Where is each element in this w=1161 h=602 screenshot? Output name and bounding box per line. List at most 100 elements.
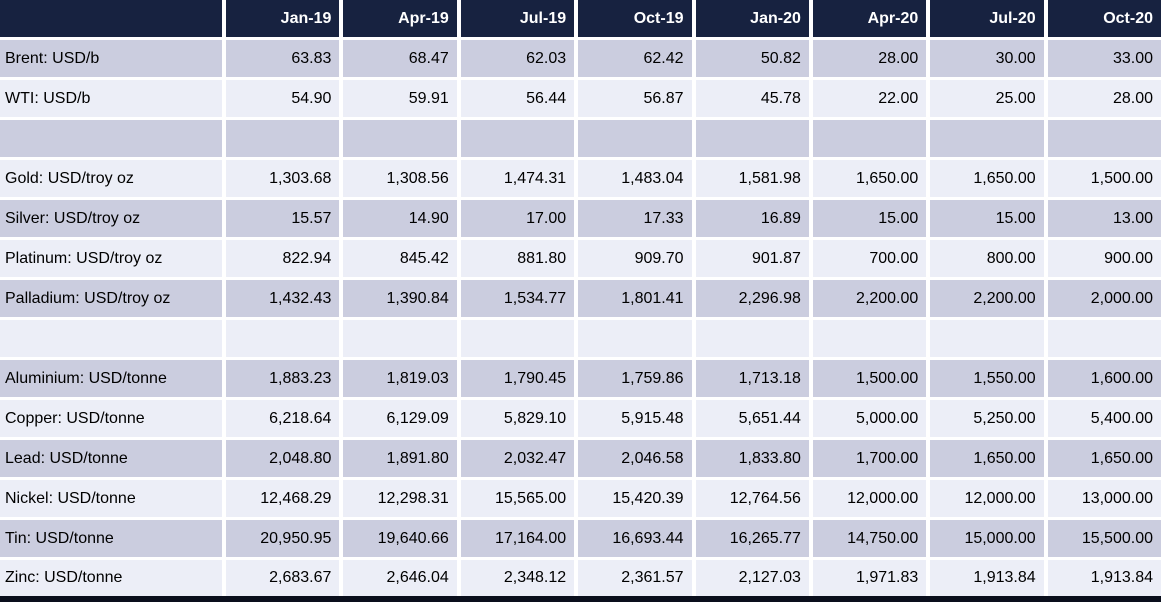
column-header: Jul-19 [460, 0, 575, 37]
spacer-cell [343, 120, 457, 157]
cell-value: 2,646.04 [343, 560, 457, 596]
cell-value: 6,218.64 [226, 400, 340, 437]
cell-value: 12,764.56 [695, 480, 809, 517]
cell-value: 5,651.44 [695, 400, 809, 437]
cell-value: 1,390.84 [343, 280, 457, 317]
cell-value: 12,468.29 [226, 480, 340, 517]
cell-value: 28.00 [1047, 80, 1161, 117]
cell-value: 5,400.00 [1047, 400, 1161, 437]
cell-value: 845.42 [343, 240, 457, 277]
cell-value: 1,891.80 [343, 440, 457, 477]
cell-value: 17.33 [578, 200, 692, 237]
cell-value: 1,913.84 [1047, 560, 1161, 596]
row-label: Aluminium: USD/tonne [0, 360, 222, 397]
cell-value: 30.00 [930, 40, 1044, 77]
spacer-cell [812, 120, 927, 157]
cell-value: 5,250.00 [930, 400, 1044, 437]
cell-value: 2,032.47 [460, 440, 575, 477]
row-label: Silver: USD/troy oz [0, 200, 222, 237]
cell-value: 62.03 [460, 40, 575, 77]
spacer-cell [695, 320, 809, 357]
cell-value: 1,474.31 [460, 160, 575, 197]
cell-value: 13.00 [1047, 200, 1161, 237]
cell-value: 1,971.83 [812, 560, 927, 596]
cell-value: 881.80 [460, 240, 575, 277]
cell-value: 900.00 [1047, 240, 1161, 277]
cell-value: 909.70 [578, 240, 692, 277]
cell-value: 1,650.00 [1047, 440, 1161, 477]
cell-value: 15,500.00 [1047, 520, 1161, 557]
spacer-cell [226, 120, 340, 157]
cell-value: 901.87 [695, 240, 809, 277]
cell-value: 1,759.86 [578, 360, 692, 397]
cell-value: 1,581.98 [695, 160, 809, 197]
cell-value: 25.00 [930, 80, 1044, 117]
column-header: Apr-19 [343, 0, 457, 37]
column-header: Oct-19 [578, 0, 692, 37]
cell-value: 16,693.44 [578, 520, 692, 557]
cell-value: 1,303.68 [226, 160, 340, 197]
cell-value: 2,200.00 [930, 280, 1044, 317]
spacer-cell [578, 320, 692, 357]
cell-value: 1,801.41 [578, 280, 692, 317]
spacer-cell [1047, 120, 1161, 157]
cell-value: 5,000.00 [812, 400, 927, 437]
cell-value: 12,000.00 [812, 480, 927, 517]
cell-value: 2,683.67 [226, 560, 340, 596]
row-label: Nickel: USD/tonne [0, 480, 222, 517]
column-header: Jul-20 [930, 0, 1044, 37]
cell-value: 1,790.45 [460, 360, 575, 397]
column-header: Jan-19 [226, 0, 340, 37]
row-label: Zinc: USD/tonne [0, 560, 222, 596]
cell-value: 1,650.00 [930, 160, 1044, 197]
spacer-cell [812, 320, 927, 357]
cell-value: 1,650.00 [812, 160, 927, 197]
cell-value: 17,164.00 [460, 520, 575, 557]
row-label: Gold: USD/troy oz [0, 160, 222, 197]
cell-value: 1,913.84 [930, 560, 1044, 596]
cell-value: 28.00 [812, 40, 927, 77]
cell-value: 1,883.23 [226, 360, 340, 397]
cell-value: 14.90 [343, 200, 457, 237]
corner-header-cell [0, 0, 222, 37]
spacer-cell [343, 320, 457, 357]
cell-value: 12,298.31 [343, 480, 457, 517]
row-label: Lead: USD/tonne [0, 440, 222, 477]
cell-value: 16,265.77 [695, 520, 809, 557]
cell-value: 13,000.00 [1047, 480, 1161, 517]
cell-value: 822.94 [226, 240, 340, 277]
cell-value: 22.00 [812, 80, 927, 117]
cell-value: 6,129.09 [343, 400, 457, 437]
spacer-cell [578, 120, 692, 157]
column-header: Jan-20 [695, 0, 809, 37]
cell-value: 5,829.10 [460, 400, 575, 437]
cell-value: 700.00 [812, 240, 927, 277]
cell-value: 1,432.43 [226, 280, 340, 317]
cell-value: 15,420.39 [578, 480, 692, 517]
cell-value: 1,500.00 [812, 360, 927, 397]
cell-value: 15.57 [226, 200, 340, 237]
spacer-cell [930, 320, 1044, 357]
cell-value: 1,600.00 [1047, 360, 1161, 397]
spacer-cell [226, 320, 340, 357]
cell-value: 62.42 [578, 40, 692, 77]
table-bottom-edge [0, 596, 1161, 602]
column-header: Apr-20 [812, 0, 927, 37]
cell-value: 2,127.03 [695, 560, 809, 596]
spacer-cell [695, 120, 809, 157]
cell-value: 15,565.00 [460, 480, 575, 517]
cell-value: 15,000.00 [930, 520, 1044, 557]
cell-value: 2,046.58 [578, 440, 692, 477]
cell-value: 2,361.57 [578, 560, 692, 596]
cell-value: 20,950.95 [226, 520, 340, 557]
cell-value: 17.00 [460, 200, 575, 237]
cell-value: 54.90 [226, 80, 340, 117]
cell-value: 2,296.98 [695, 280, 809, 317]
cell-value: 1,700.00 [812, 440, 927, 477]
cell-value: 2,200.00 [812, 280, 927, 317]
cell-value: 1,483.04 [578, 160, 692, 197]
cell-value: 14,750.00 [812, 520, 927, 557]
spacer-cell [0, 320, 222, 357]
